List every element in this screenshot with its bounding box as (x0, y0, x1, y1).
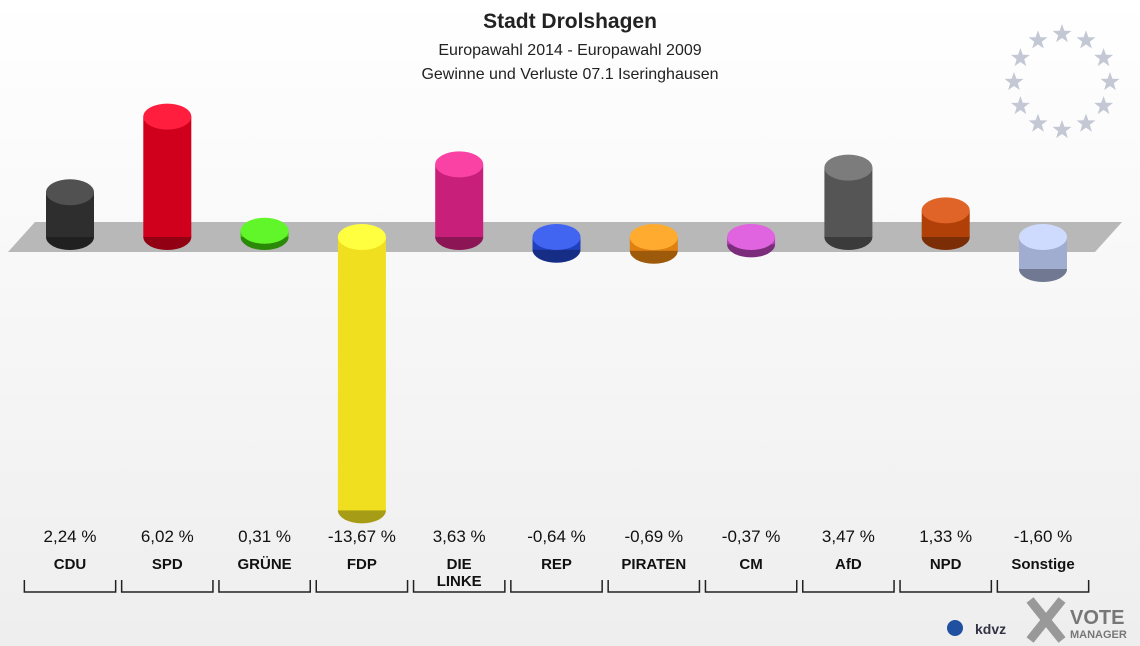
chart-title: Stadt Drolshagen (483, 10, 657, 33)
x-tick-label: Sonstige (1011, 556, 1075, 573)
star (1052, 120, 1072, 139)
value-label: -0,37 % (721, 527, 781, 546)
cylinder-cap (46, 179, 94, 206)
cylinder-cap (824, 154, 873, 181)
cylinder-cap (629, 224, 678, 250)
star (1100, 72, 1120, 91)
bracket (218, 580, 311, 593)
logo-dot (947, 620, 963, 636)
x-tick-label: PIRATEN (621, 556, 687, 573)
x-tick-label: NPD (929, 556, 962, 573)
cylinder-cap (337, 224, 386, 250)
cylinder-cap (240, 217, 289, 244)
value-label: 1,33 % (919, 527, 973, 546)
bracket (607, 580, 701, 593)
bracket (315, 580, 409, 593)
x-tick-label: DIE LINKE (436, 556, 482, 590)
cylinder-cap (727, 224, 776, 250)
logo-text: VOTE (1070, 607, 1124, 629)
chart-subtitle: Europawahl 2014 - Europawahl 2009 (438, 42, 701, 59)
x-tick-label: FDP (346, 556, 377, 573)
logo-text: kdvz (975, 621, 1006, 637)
x-tick-label: AfD (835, 556, 862, 573)
cylinder-cap (435, 151, 484, 178)
bracket (802, 580, 895, 593)
x-tick-label: SPD (151, 556, 183, 573)
logo-text: MANAGER (1070, 629, 1127, 641)
bracket (899, 580, 993, 593)
x-tick-label: GRÜNE (237, 556, 292, 573)
bracket (120, 580, 214, 593)
star (1010, 48, 1030, 67)
bracket (704, 580, 798, 593)
value-label: 3,63 % (432, 527, 486, 546)
star (1004, 72, 1024, 91)
bracket (412, 580, 506, 593)
bracket (23, 580, 117, 593)
value-label: -13,67 % (327, 527, 396, 546)
x-tick-label: CDU (53, 556, 87, 573)
cylinder-cap (1019, 224, 1067, 250)
eu-stars (1004, 24, 1120, 139)
value-label: -0,64 % (527, 527, 586, 546)
chart-subtitle: Gewinne und Verluste 07.1 Iseringhausen (421, 66, 718, 83)
star (1028, 113, 1048, 132)
bar (337, 237, 386, 511)
star (1094, 48, 1114, 67)
value-label: -1,60 % (1013, 527, 1073, 546)
star (1076, 30, 1096, 49)
bracket (510, 580, 603, 593)
cylinder-cap (532, 224, 581, 250)
value-label: 3,47 % (821, 527, 875, 546)
star (1028, 30, 1048, 49)
star (1052, 24, 1072, 43)
value-label: 6,02 % (140, 527, 194, 546)
value-label: 2,24 % (43, 527, 97, 546)
value-label: 0,31 % (238, 527, 292, 546)
star (1010, 96, 1030, 115)
bracket (996, 580, 1090, 593)
cylinder-cap (143, 103, 192, 130)
star (1076, 113, 1096, 132)
star (1094, 96, 1114, 115)
logo-x (1026, 597, 1066, 643)
x-tick-label: CM (739, 556, 763, 573)
cylinder-cap (921, 197, 970, 224)
x-tick-label: REP (541, 556, 572, 573)
value-label: -0,69 % (624, 527, 684, 546)
bar (143, 116, 192, 237)
